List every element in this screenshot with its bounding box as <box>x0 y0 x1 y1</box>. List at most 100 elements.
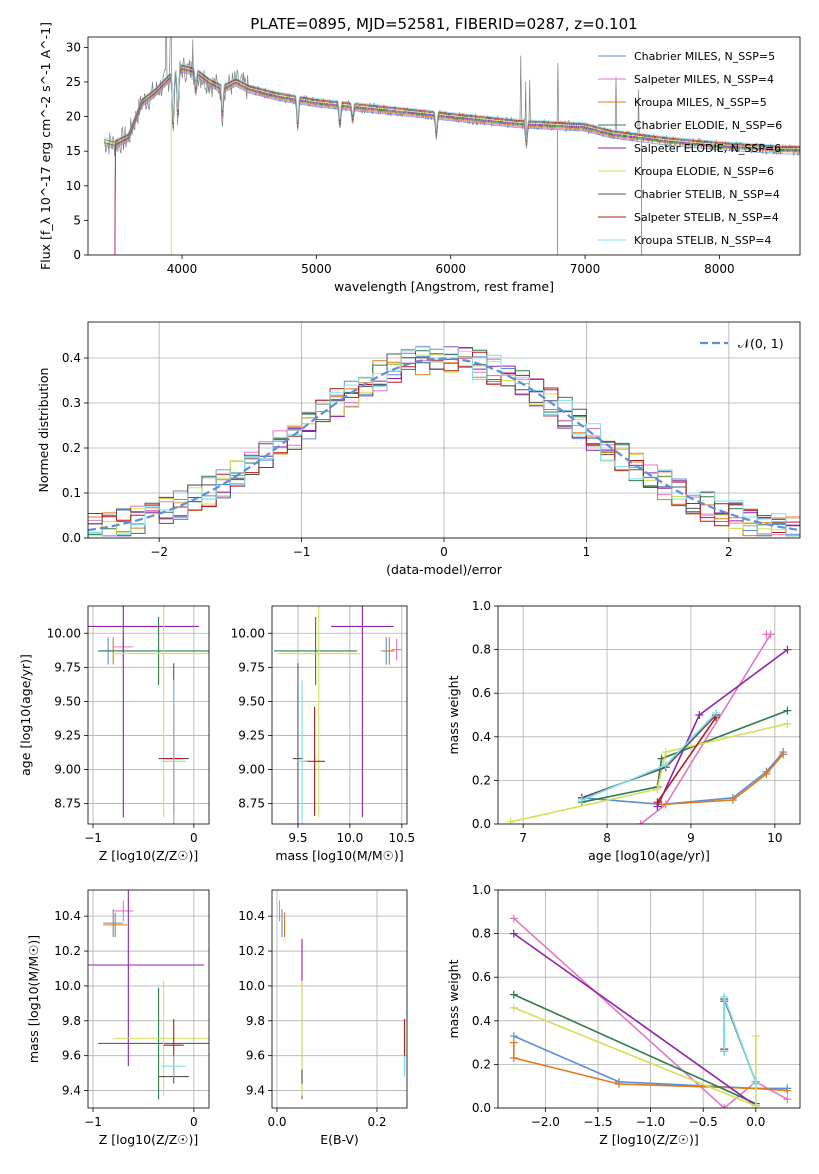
x-tick-label: 5000 <box>301 262 332 276</box>
spectrum-model-line <box>114 70 639 255</box>
plot-area-weight_vs_age <box>506 630 792 824</box>
y-tick-label: 10.00 <box>231 626 265 640</box>
weight-point-marker <box>653 785 662 794</box>
x-tick-label: 9 <box>687 831 695 845</box>
weight-point-marker <box>509 990 518 999</box>
legend-label: Salpeter MILES, N_SSP=4 <box>634 73 774 86</box>
spectrum-model-line <box>114 67 800 255</box>
y-tick-label: 0.2 <box>472 773 491 787</box>
y-tick-label: 9.00 <box>238 763 265 777</box>
weight-series-line <box>661 753 784 806</box>
errorbar-point <box>113 900 134 922</box>
weight-point-marker <box>783 706 792 715</box>
weight-point-marker <box>712 708 721 717</box>
weight-point-marker <box>751 1101 760 1108</box>
y-tick-label: 20 <box>66 110 81 124</box>
x-axis-label: wavelength [Angstrom, rest frame] <box>334 279 554 294</box>
weight-point-marker <box>509 1053 518 1062</box>
legend-label: Salpeter ELODIE, N_SSP=6 <box>634 142 781 155</box>
y-tick-label: 0 <box>73 248 81 262</box>
chart-age_vs_Z: −1 0 8.75 9.00 9.25 9.50 9.75 10.00 Z [log10(Z/Z… <box>18 605 210 863</box>
weight-point-marker <box>695 711 704 719</box>
y-axis-label: Normed distribution <box>36 368 51 493</box>
y-tick-label: 5 <box>73 213 81 227</box>
y-tick-label: 10.00 <box>47 626 81 640</box>
chart-age_vs_mass: 9.5 10.0 10.5 8.75 9.00 9.25 9.50 9.75 10.00 mass… <box>231 605 415 863</box>
x-axis-label: age [log10(age/yr)] <box>588 848 710 863</box>
legend-label: Chabrier ELODIE, N_SSP=6 <box>634 119 782 132</box>
y-tick-label: 9.50 <box>54 694 81 708</box>
legend-label: Chabrier STELIB, N_SSP=4 <box>634 188 780 201</box>
y-axis-label: mass weight <box>446 675 461 754</box>
x-tick-label: 9.5 <box>288 831 307 845</box>
errorbar-point <box>277 606 361 818</box>
weight-point-marker <box>509 1038 518 1047</box>
legend-label: Kroupa STELIB, N_SSP=4 <box>634 234 772 247</box>
errorbar-point <box>98 987 209 1100</box>
legend-label: Kroupa ELODIE, N_SSP=6 <box>634 165 774 178</box>
x-tick-label: −1 <box>84 1115 102 1129</box>
x-axis-label: E(B-V) <box>320 1132 359 1147</box>
weight-point-marker <box>509 1003 518 1012</box>
x-tick-label: 0 <box>190 1115 198 1129</box>
y-tick-label: 0.6 <box>472 970 491 984</box>
x-tick-label: 0.0 <box>746 1115 765 1129</box>
weight-point-marker <box>751 1080 760 1089</box>
x-tick-label: −1.5 <box>583 1115 612 1129</box>
x-tick-label: 10.0 <box>337 831 364 845</box>
axes-frame <box>87 36 801 256</box>
weight-point-marker <box>720 1047 729 1056</box>
errorbar-point <box>292 663 304 824</box>
errorbar-point <box>103 912 128 938</box>
x-axis-label: Z [log10(Z/Z☉)] <box>99 848 199 863</box>
histogram-step-line <box>88 351 800 533</box>
y-tick-label: 9.6 <box>62 1049 81 1063</box>
y-tick-label: 10.0 <box>238 979 265 993</box>
chart-mass_vs_ebv: 0.0 0.2 9.4 9.6 9.8 10.0 10.2 10.4 E(B-V) <box>238 889 408 1147</box>
errorbar-point <box>88 606 199 818</box>
plot-area-age_vs_Z <box>88 606 209 824</box>
x-tick-label: 10 <box>767 831 782 845</box>
x-axis-label: mass [log10(M/M☉)] <box>275 848 403 863</box>
weight-point-marker <box>728 796 737 805</box>
y-tick-label: 9.00 <box>54 763 81 777</box>
weight-point-marker <box>661 748 670 757</box>
weight-series-line <box>513 1006 757 1107</box>
y-tick-label: 0.2 <box>62 441 81 455</box>
y-tick-label: 0.0 <box>62 531 81 545</box>
x-tick-label: 2 <box>725 545 733 559</box>
plot-area-residuals <box>88 345 800 537</box>
weight-point-marker <box>762 769 771 778</box>
y-tick-label: 30 <box>66 40 81 54</box>
chart-weight_vs_Z: −2.0 −1.5 −1.0 −0.5 0.0 0.0 0.2 0.4 0.6 0.8 1.0 Z [… <box>446 883 801 1147</box>
y-tick-label: 1.0 <box>472 599 491 613</box>
normal-curve <box>88 357 800 532</box>
y-tick-label: 0.6 <box>472 686 491 700</box>
y-axis-label: mass [log10(M/M☉)] <box>26 935 41 1063</box>
legend-label: Kroupa MILES, N_SSP=5 <box>634 96 767 109</box>
weight-point-marker <box>653 798 662 807</box>
y-tick-label: 10.0 <box>54 979 81 993</box>
errorbar-point <box>331 606 394 818</box>
chart-residuals: −2 −1 0 1 2 0.0 0.1 0.2 0.3 0.4 (data-model)/error… <box>36 321 801 577</box>
x-tick-label: −1 <box>84 831 102 845</box>
y-tick-label: 9.4 <box>62 1084 81 1098</box>
y-tick-label: 0.4 <box>472 730 491 744</box>
axes-frame <box>87 889 210 1109</box>
x-tick-label: −2.0 <box>531 1115 560 1129</box>
x-tick-label: 6000 <box>435 262 466 276</box>
y-tick-label: 0.4 <box>62 351 81 365</box>
weight-point-marker <box>783 719 792 728</box>
y-tick-label: 15 <box>66 144 81 158</box>
plot-area-mass_vs_ebv <box>278 900 406 1100</box>
y-tick-label: 0.0 <box>472 1101 491 1115</box>
y-tick-label: 9.25 <box>54 728 81 742</box>
chart-mass_vs_Z: −1 0 9.4 9.6 9.8 10.0 10.2 10.4 Z [log10(Z/Z☉)] m… <box>26 889 210 1147</box>
weight-series-line <box>513 993 757 1105</box>
errorbar-point <box>161 679 186 824</box>
y-tick-label: 0.8 <box>472 643 491 657</box>
y-tick-label: 9.25 <box>238 728 265 742</box>
y-tick-label: 0.2 <box>472 1057 491 1071</box>
weight-point-marker <box>783 1086 792 1095</box>
x-tick-label: −1 <box>293 545 311 559</box>
